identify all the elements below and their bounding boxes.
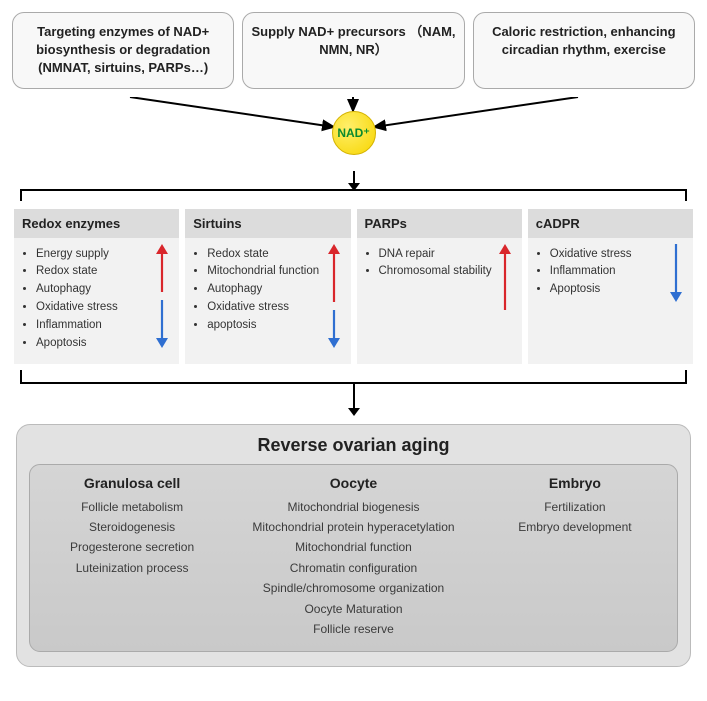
bottom-col-line: Oocyte Maturation	[230, 599, 477, 619]
down-arrow-icon	[155, 300, 169, 348]
bottom-col-line: Mitochondrial biogenesis	[230, 497, 477, 517]
mid-header: cADPR	[528, 209, 693, 238]
nad-convergence: NAD⁺	[12, 97, 695, 167]
arrow-top1-to-nad	[130, 97, 334, 127]
bottom-inner: Granulosa cell Follicle metabolismSteroid…	[29, 464, 678, 653]
bottom-col-line: Embryo development	[487, 517, 663, 537]
nad-node: NAD⁺	[332, 111, 376, 155]
mid-header: PARPs	[357, 209, 522, 238]
mid-box-1: Redox enzymesEnergy supplyRedox stateAut…	[14, 209, 179, 364]
mid-item: Autophagy	[207, 281, 340, 299]
top-row: Targeting enzymes of NAD+ biosynthesis o…	[12, 12, 695, 89]
mid-item: Redox state	[207, 246, 340, 264]
bottom-col-3: Embryo FertilizationEmbryo development	[487, 475, 663, 640]
bottom-col-line: Follicle metabolism	[44, 497, 220, 517]
mid-body: Redox stateMitochondrial functionAutopha…	[185, 238, 350, 364]
bottom-col-line: Progesterone secretion	[44, 537, 220, 557]
arrow-to-bottom	[344, 382, 364, 418]
up-arrow-icon	[498, 244, 512, 310]
diagram-root: Targeting enzymes of NAD+ biosynthesis o…	[0, 0, 707, 679]
up-arrow-icon	[155, 244, 169, 292]
down-arrow-icon	[327, 310, 341, 348]
top-box-2: Supply NAD+ precursors （NAM, NMN, NR）	[242, 12, 464, 89]
mid-item: apoptosis	[207, 317, 340, 335]
mid-body: Energy supplyRedox stateAutophagyOxidati…	[14, 238, 179, 364]
bottom-title: Reverse ovarian aging	[29, 435, 678, 456]
mid-item: DNA repair	[379, 246, 512, 264]
mid-item: Mitochondrial function	[207, 263, 340, 281]
up-arrow-icon	[327, 244, 341, 302]
mid-item: Apoptosis	[550, 281, 683, 299]
mid-item: Autophagy	[36, 281, 169, 299]
top-box-3: Caloric restriction, enhancing circadian…	[473, 12, 695, 89]
bottom-col-line: Luteinization process	[44, 558, 220, 578]
mid-item: Oxidative stress	[550, 246, 683, 264]
bottom-col-line: Steroidogenesis	[44, 517, 220, 537]
bracket-top	[20, 171, 687, 203]
mid-item: Inflammation	[36, 317, 169, 335]
mid-item: Chromosomal stability	[379, 263, 512, 281]
mid-header: Sirtuins	[185, 209, 350, 238]
mid-body: DNA repairChromosomal stability	[357, 238, 522, 364]
mid-item: Oxidative stress	[36, 299, 169, 317]
nad-label: NAD⁺	[337, 126, 369, 140]
bottom-col-title: Oocyte	[230, 475, 477, 491]
bottom-col-line: Chromatin configuration	[230, 558, 477, 578]
mid-box-3: PARPsDNA repairChromosomal stability	[357, 209, 522, 364]
mid-box-2: SirtuinsRedox stateMitochondrial functio…	[185, 209, 350, 364]
bottom-col-line: Fertilization	[487, 497, 663, 517]
bottom-col-title: Embryo	[487, 475, 663, 491]
mid-item: Oxidative stress	[207, 299, 340, 317]
bottom-col-line: Follicle reserve	[230, 619, 477, 639]
bottom-panel: Reverse ovarian aging Granulosa cell Foll…	[16, 424, 691, 668]
mid-box-4: cADPROxidative stressInflammationApoptos…	[528, 209, 693, 364]
arrow-top3-to-nad	[374, 97, 578, 127]
down-arrow-icon	[669, 244, 683, 302]
mid-item: Redox state	[36, 263, 169, 281]
bottom-col-title: Granulosa cell	[44, 475, 220, 491]
bracket-bottom	[20, 370, 687, 420]
mid-item: Apoptosis	[36, 335, 169, 353]
mid-item: Inflammation	[550, 263, 683, 281]
bottom-col-line: Spindle/chromosome organization	[230, 578, 477, 598]
top-box-1: Targeting enzymes of NAD+ biosynthesis o…	[12, 12, 234, 89]
mid-body: Oxidative stressInflammationApoptosis	[528, 238, 693, 364]
mid-item: Energy supply	[36, 246, 169, 264]
bottom-col-1: Granulosa cell Follicle metabolismSteroid…	[44, 475, 220, 640]
mid-header: Redox enzymes	[14, 209, 179, 238]
mid-row: Redox enzymesEnergy supplyRedox stateAut…	[14, 209, 693, 364]
bottom-col-line: Mitochondrial function	[230, 537, 477, 557]
bottom-col-line: Mitochondrial protein hyperacetylation	[230, 517, 477, 537]
bottom-col-2: OocyteMitochondrial biogenesisMitochondr…	[230, 475, 477, 640]
